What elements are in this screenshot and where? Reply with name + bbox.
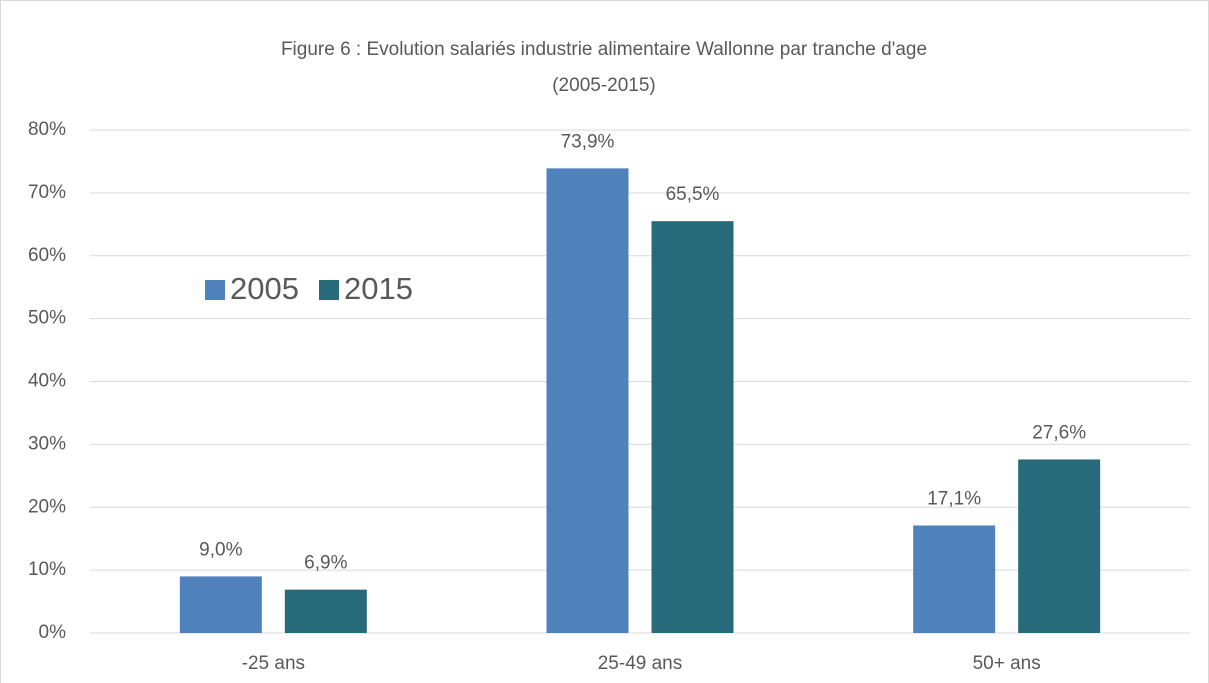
data-label: 73,9%: [561, 131, 615, 152]
y-tick-label: 50%: [28, 308, 66, 329]
data-label: 9,0%: [199, 539, 242, 560]
data-label: 27,6%: [1032, 422, 1086, 443]
bar: [284, 589, 367, 633]
y-tick-label: 30%: [28, 433, 66, 454]
x-tick-label: 50+ ans: [973, 653, 1041, 674]
legend-swatch: [205, 280, 225, 300]
bar: [913, 525, 996, 633]
legend-swatch: [318, 280, 339, 300]
y-tick-label: 80%: [28, 119, 66, 140]
data-label: 17,1%: [927, 488, 981, 509]
legend-label: 2005: [230, 271, 299, 306]
y-tick-label: 20%: [28, 496, 66, 517]
y-tick-label: 0%: [39, 622, 67, 643]
legend-label: 2015: [344, 271, 413, 306]
bar: [546, 168, 629, 633]
chart-title: Figure 6 : Evolution salariés industrie …: [281, 39, 927, 60]
y-tick-label: 10%: [28, 559, 66, 580]
bar: [179, 576, 262, 633]
x-tick-label: 25-49 ans: [598, 653, 683, 674]
data-label: 65,5%: [666, 184, 720, 205]
chart-subtitle: (2005-2015): [552, 75, 656, 96]
y-tick-label: 40%: [28, 371, 66, 392]
x-tick-label: -25 ans: [242, 653, 305, 674]
bar: [651, 221, 734, 633]
y-tick-label: 60%: [28, 245, 66, 266]
data-label: 6,9%: [304, 553, 347, 574]
bar: [1018, 459, 1101, 633]
y-tick-label: 70%: [28, 182, 66, 203]
